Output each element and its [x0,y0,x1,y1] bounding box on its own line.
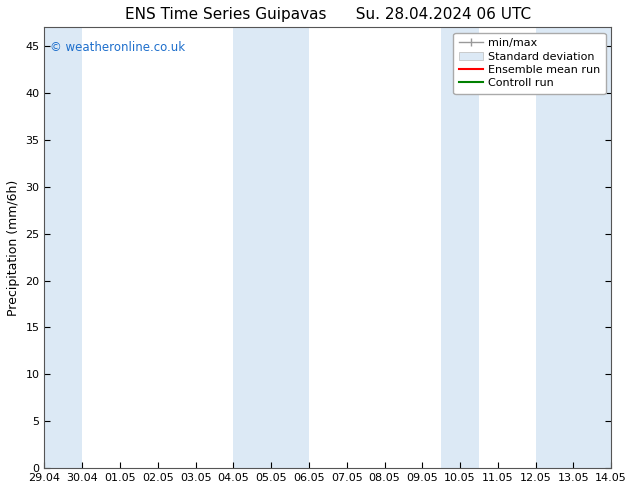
Bar [441,27,479,468]
Title: ENS Time Series Guipavas      Su. 28.04.2024 06 UTC: ENS Time Series Guipavas Su. 28.04.2024 … [125,7,531,22]
Text: © weatheronline.co.uk: © weatheronline.co.uk [50,41,185,53]
Y-axis label: Precipitation (mm/6h): Precipitation (mm/6h) [7,180,20,316]
Legend: min/max, Standard deviation, Ensemble mean run, Controll run: min/max, Standard deviation, Ensemble me… [453,33,605,94]
Bar [233,27,309,468]
Bar [44,27,82,468]
Bar [536,27,611,468]
